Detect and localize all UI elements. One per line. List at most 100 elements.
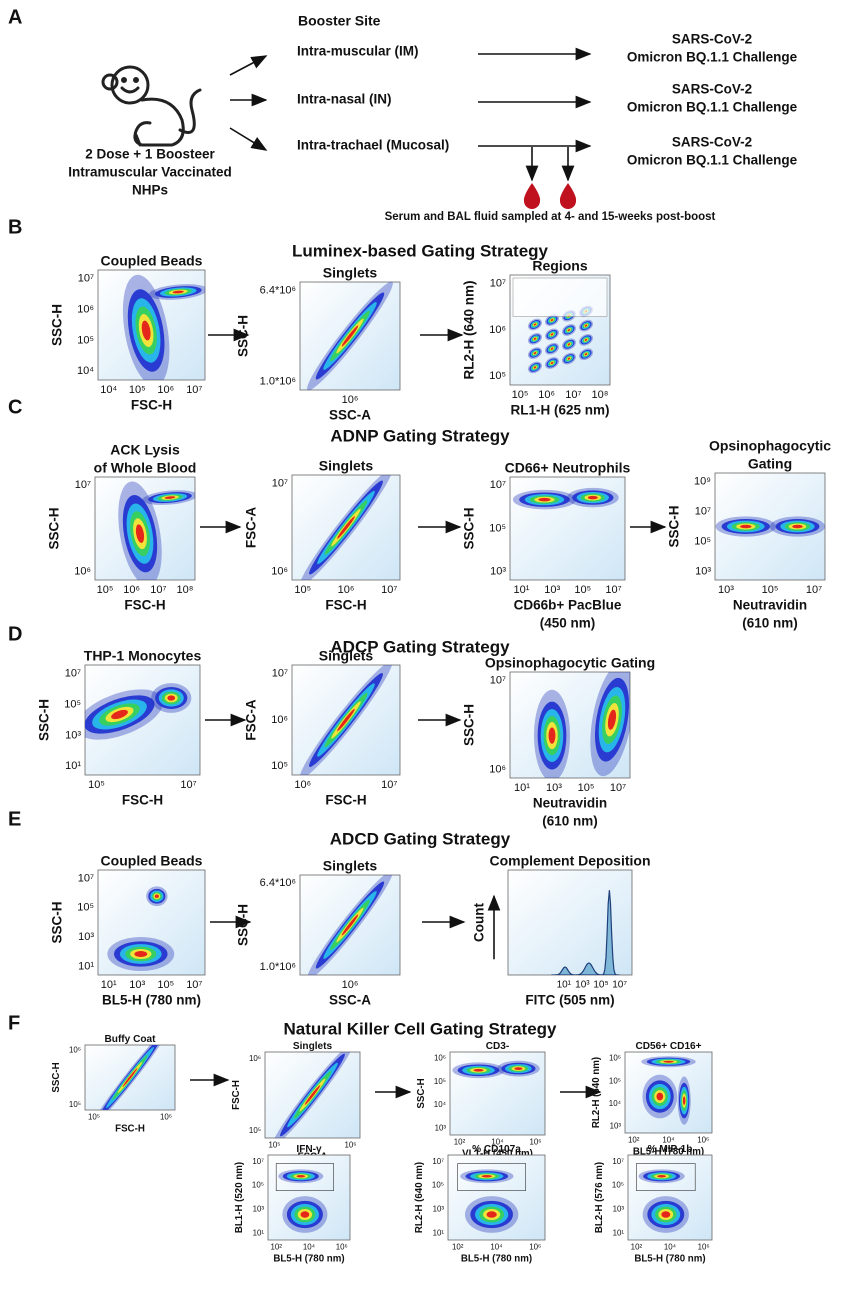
y-tick-label: 10⁶ [489, 324, 506, 336]
density-contour [533, 337, 537, 340]
y-axis-label: SSC-H [50, 901, 65, 943]
x-tick-label: 10⁶ [697, 1135, 709, 1144]
x-axis-label: CD66b+ PacBlue [514, 598, 622, 613]
plot-content [107, 886, 175, 972]
plot-content [457, 1163, 526, 1233]
y-tick-label: 10⁶ [489, 763, 506, 775]
flow-plot [447, 1154, 546, 1241]
y-tick-label: 10¹ [253, 1228, 265, 1237]
x-tick-label: 10⁷ [381, 779, 397, 791]
x-tick-label: 10⁵ [512, 389, 529, 401]
x-tick-label: 10⁶ [538, 389, 555, 401]
y-axis-label: SSC-H [47, 507, 62, 549]
x-tick-label: 10⁵ [97, 584, 114, 596]
plot-content [118, 481, 195, 580]
y-tick-label: 10⁷ [272, 668, 288, 680]
x-tick-label: 10⁷ [806, 584, 822, 596]
x-axis-label: BL5-H (780 nm) [461, 1253, 532, 1264]
x-tick-label: 10⁶ [698, 1242, 710, 1251]
y-axis-label: SSC-H [236, 315, 251, 357]
y-tick-label: 10¹ [65, 760, 81, 772]
density-contour [533, 323, 537, 326]
plot-content [512, 277, 608, 374]
x-tick-label: 10¹ [514, 782, 530, 794]
y-tick-label: 10⁶ [271, 566, 288, 578]
y-tick-label: 10³ [433, 1204, 445, 1213]
panel-letter: B [8, 216, 22, 238]
density-contour [792, 524, 803, 529]
x-axis-label: FSC-H [124, 598, 165, 613]
x-tick-label: 10⁸ [592, 389, 609, 401]
arrow [229, 127, 268, 151]
gate [457, 1163, 526, 1192]
x-axis-label: BL5-H (780 nm) [273, 1253, 344, 1264]
y-tick-label: 10³ [490, 566, 506, 578]
panel-letter: A [8, 6, 22, 28]
y-tick-label: 10⁵ [249, 1126, 261, 1135]
plot-title: Singlets [319, 458, 374, 474]
x-axis-label: BL5-H (780 nm) [633, 1146, 704, 1157]
x-axis-label: SSC-A [329, 408, 371, 423]
density-contour [141, 320, 151, 341]
y-tick-label: 10⁷ [65, 668, 81, 680]
x-tick-label: 10⁵ [268, 1140, 280, 1149]
y-tick-label: 10⁷ [490, 674, 506, 686]
y-tick-label: 10⁶ [249, 1054, 261, 1063]
x-tick-label: 10⁶ [294, 779, 311, 791]
panel-letter: E [8, 808, 21, 830]
y-tick-label: 10⁵ [434, 1077, 446, 1086]
density-contour [134, 950, 148, 958]
x-tick-label: 10⁶ [342, 979, 359, 991]
density-contour [548, 727, 556, 744]
plot-title: CD56+ CD16+ [635, 1041, 701, 1052]
x-tick-label: 10³ [546, 782, 562, 794]
plot-title: % MIP-1b [648, 1144, 693, 1155]
x-tick-label: 10⁴ [100, 384, 117, 396]
density-contour [135, 524, 145, 543]
y-tick-label: 1.0*10⁶ [260, 961, 296, 973]
y-axis-label: RL2-H (640 nm) [414, 1162, 425, 1233]
density-contour [567, 328, 571, 332]
panel-title: ADCP Gating Strategy [330, 637, 510, 656]
plot-title: IFN-γ [296, 1144, 322, 1155]
x-tick-label: 10⁵ [129, 384, 146, 396]
y-tick-label: 10⁷ [78, 872, 94, 884]
density-contour [111, 709, 128, 720]
plot-title: Singlets [323, 265, 378, 281]
flow-plot [299, 874, 401, 976]
x-tick-label: 10⁴ [491, 1137, 503, 1146]
x-tick-label: 10⁷ [565, 389, 581, 401]
y-tick-label: 10⁶ [74, 566, 91, 578]
y-tick-label: 10⁷ [695, 505, 711, 517]
x-tick-label: 10⁵ [593, 980, 608, 991]
x-axis-label: FSC-H [325, 793, 366, 808]
density-contour [656, 1092, 664, 1101]
x-tick-label: 10⁷ [186, 979, 202, 991]
caption-line: NHPs [132, 183, 168, 198]
density-contour [304, 1085, 321, 1105]
density-contour [567, 357, 571, 360]
density-contour [164, 496, 176, 499]
y-tick-label: 10⁶ [271, 714, 288, 726]
y-axis-label: SSC-H [416, 1078, 427, 1108]
x-tick-label: 10² [452, 1242, 464, 1251]
flow-plot [291, 664, 401, 776]
x-tick-label: 10⁶ [529, 1242, 541, 1251]
x-tick-label: 10⁴ [303, 1242, 315, 1251]
plot-title: Buffy Coat [105, 1034, 157, 1045]
y-axis-label: SSC-H [50, 304, 65, 346]
plot-title: Singlets [319, 648, 374, 664]
density-contour [550, 347, 554, 350]
density-contour [584, 324, 588, 327]
x-tick-label: 10¹ [101, 979, 117, 991]
plot-title: of Whole Blood [94, 460, 197, 476]
x-tick-label: 10⁷ [150, 584, 166, 596]
blood-drop [559, 183, 577, 209]
x-tick-label: 10⁷ [612, 980, 627, 991]
plot-title: Singlets [293, 1041, 333, 1052]
x-tick-label: 10⁵ [574, 584, 591, 596]
plot-content [636, 1163, 696, 1233]
density-contour [682, 1096, 686, 1105]
flow-plot [507, 869, 633, 976]
